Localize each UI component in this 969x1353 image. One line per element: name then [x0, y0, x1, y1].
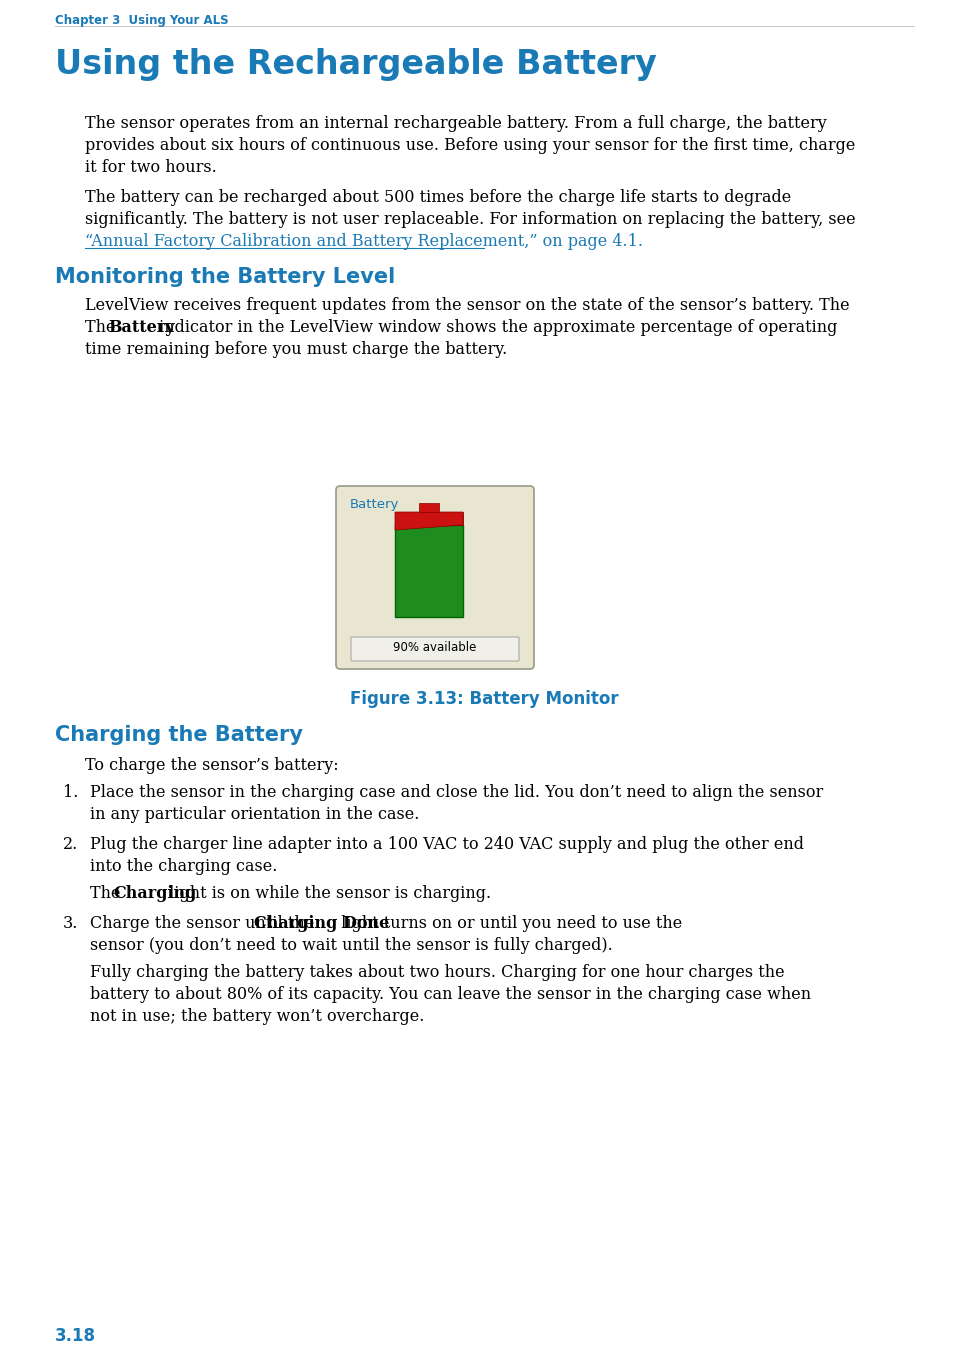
Text: in any particular orientation in the case.: in any particular orientation in the cas…: [90, 806, 420, 823]
Text: light turns on or until you need to use the: light turns on or until you need to use …: [336, 915, 682, 932]
Text: time remaining before you must charge the battery.: time remaining before you must charge th…: [85, 341, 507, 359]
Text: The: The: [90, 885, 126, 902]
Text: provides about six hours of continuous use. Before using your sensor for the fir: provides about six hours of continuous u…: [85, 137, 856, 154]
Text: Charge the sensor until the: Charge the sensor until the: [90, 915, 320, 932]
Text: Figure 3.13: Battery Monitor: Figure 3.13: Battery Monitor: [350, 690, 618, 708]
Bar: [395, 511, 463, 525]
Polygon shape: [395, 511, 463, 530]
Text: into the charging case.: into the charging case.: [90, 858, 277, 875]
Text: Charging Done: Charging Done: [254, 915, 389, 932]
Text: Chapter 3  Using Your ALS: Chapter 3 Using Your ALS: [55, 14, 229, 27]
Text: indicator in the LevelView window shows the approximate percentage of operating: indicator in the LevelView window shows …: [154, 319, 837, 336]
Text: battery to about 80% of its capacity. You can leave the sensor in the charging c: battery to about 80% of its capacity. Yo…: [90, 986, 811, 1003]
Text: “Annual Factory Calibration and Battery Replacement,” on page 4.1.: “Annual Factory Calibration and Battery …: [85, 233, 643, 250]
Text: The: The: [85, 319, 120, 336]
Bar: [395, 525, 463, 617]
Text: Battery: Battery: [350, 498, 399, 511]
Text: Charging: Charging: [113, 885, 197, 902]
Text: Battery: Battery: [109, 319, 175, 336]
Text: Monitoring the Battery Level: Monitoring the Battery Level: [55, 267, 395, 287]
Text: The battery can be recharged about 500 times before the charge life starts to de: The battery can be recharged about 500 t…: [85, 189, 792, 206]
Text: 1.: 1.: [63, 783, 78, 801]
Text: Using the Rechargeable Battery: Using the Rechargeable Battery: [55, 47, 657, 81]
FancyBboxPatch shape: [351, 637, 519, 662]
Bar: [419, 503, 439, 511]
Text: it for two hours.: it for two hours.: [85, 160, 217, 176]
Text: sensor (you don’t need to wait until the sensor is fully charged).: sensor (you don’t need to wait until the…: [90, 938, 612, 954]
Text: Place the sensor in the charging case and close the lid. You don’t need to align: Place the sensor in the charging case an…: [90, 783, 824, 801]
Text: 3.: 3.: [63, 915, 78, 932]
Text: not in use; the battery won’t overcharge.: not in use; the battery won’t overcharge…: [90, 1008, 424, 1026]
Text: LevelView receives frequent updates from the sensor on the state of the sensor’s: LevelView receives frequent updates from…: [85, 298, 850, 314]
Text: Charging the Battery: Charging the Battery: [55, 725, 303, 746]
Text: light is on while the sensor is charging.: light is on while the sensor is charging…: [164, 885, 491, 902]
Text: Fully charging the battery takes about two hours. Charging for one hour charges : Fully charging the battery takes about t…: [90, 963, 785, 981]
Text: To charge the sensor’s battery:: To charge the sensor’s battery:: [85, 756, 338, 774]
Text: The sensor operates from an internal rechargeable battery. From a full charge, t: The sensor operates from an internal rec…: [85, 115, 827, 133]
Text: Plug the charger line adapter into a 100 VAC to 240 VAC supply and plug the othe: Plug the charger line adapter into a 100…: [90, 836, 804, 852]
FancyBboxPatch shape: [336, 486, 534, 668]
Text: 2.: 2.: [63, 836, 78, 852]
Text: 3.18: 3.18: [55, 1327, 96, 1345]
Text: significantly. The battery is not user replaceable. For information on replacing: significantly. The battery is not user r…: [85, 211, 856, 229]
Text: 90% available: 90% available: [393, 641, 477, 653]
